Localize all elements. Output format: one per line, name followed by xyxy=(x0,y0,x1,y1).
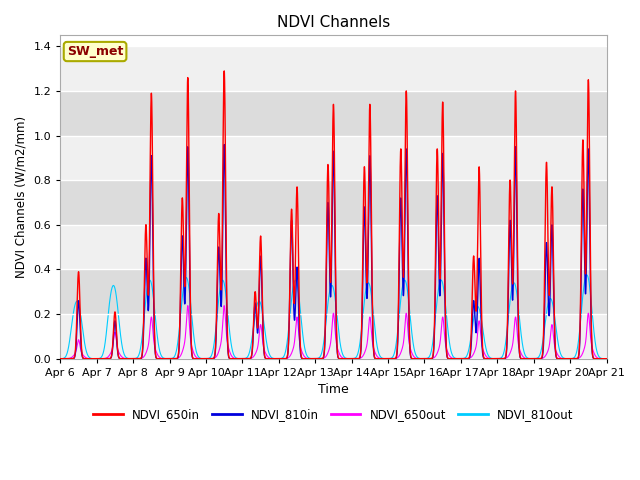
NDVI_650out xyxy=(601,356,609,361)
NDVI_810in xyxy=(261,354,269,360)
NDVI_650in xyxy=(601,356,609,361)
Legend: NDVI_650in, NDVI_810in, NDVI_650out, NDVI_810out: NDVI_650in, NDVI_810in, NDVI_650out, NDV… xyxy=(88,403,579,426)
Line: NDVI_650in: NDVI_650in xyxy=(60,71,607,359)
NDVI_810in xyxy=(486,356,494,361)
Bar xyxy=(60,180,607,225)
NDVI_650in xyxy=(486,356,494,361)
Bar xyxy=(60,314,607,359)
NDVI_810in xyxy=(173,356,181,361)
NDVI_650out xyxy=(56,356,64,361)
Title: NDVI Channels: NDVI Channels xyxy=(277,15,390,30)
NDVI_810out xyxy=(261,327,269,333)
NDVI_810out xyxy=(583,272,591,278)
NDVI_810out xyxy=(603,356,611,361)
Line: NDVI_810in: NDVI_810in xyxy=(60,144,607,359)
NDVI_810in xyxy=(601,356,609,361)
Bar xyxy=(60,136,607,180)
Bar xyxy=(60,47,607,91)
NDVI_810in xyxy=(168,356,175,361)
NDVI_810out xyxy=(168,356,175,361)
NDVI_650out xyxy=(261,348,269,354)
NDVI_650in xyxy=(409,356,417,361)
NDVI_810out xyxy=(486,355,494,360)
Bar xyxy=(60,269,607,314)
NDVI_810out xyxy=(409,337,417,343)
NDVI_810in xyxy=(409,356,417,361)
Bar xyxy=(60,91,607,136)
NDVI_810out xyxy=(173,344,181,349)
Line: NDVI_650out: NDVI_650out xyxy=(60,306,607,359)
Line: NDVI_810out: NDVI_810out xyxy=(60,275,607,359)
NDVI_810in xyxy=(56,356,64,361)
NDVI_650out xyxy=(603,356,611,361)
NDVI_650out xyxy=(168,356,175,361)
X-axis label: Time: Time xyxy=(318,384,349,396)
NDVI_650in xyxy=(168,356,175,361)
NDVI_810in xyxy=(220,142,228,147)
NDVI_810out xyxy=(56,356,64,361)
NDVI_650in xyxy=(56,356,64,361)
Bar xyxy=(60,225,607,269)
NDVI_650out xyxy=(486,356,494,361)
NDVI_810in xyxy=(603,356,611,361)
Y-axis label: NDVI Channels (W/m2/mm): NDVI Channels (W/m2/mm) xyxy=(15,116,28,278)
NDVI_650out xyxy=(409,352,417,358)
NDVI_650in xyxy=(261,354,269,360)
NDVI_650out xyxy=(184,303,191,309)
NDVI_650in xyxy=(603,356,611,361)
NDVI_650out xyxy=(173,356,181,361)
NDVI_650in xyxy=(220,68,228,74)
NDVI_650in xyxy=(173,356,181,361)
Text: SW_met: SW_met xyxy=(67,45,124,58)
NDVI_810out xyxy=(601,356,609,361)
